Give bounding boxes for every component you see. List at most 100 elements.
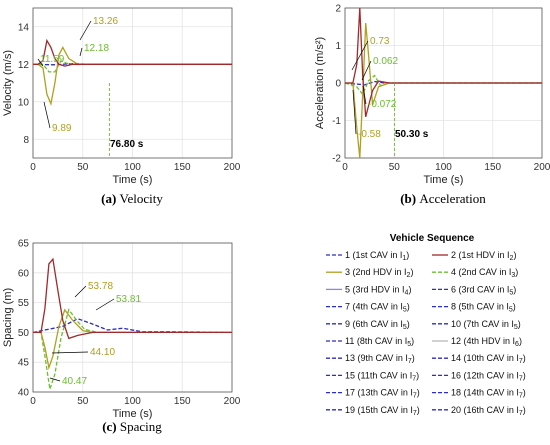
data-annotation: 50.30 s bbox=[395, 129, 429, 140]
legend-paren: ) bbox=[523, 388, 526, 398]
legend-subscript: 1 bbox=[402, 255, 406, 262]
annotation-arrow bbox=[361, 60, 372, 81]
legend-subscript: 7 bbox=[519, 375, 523, 382]
series-line bbox=[33, 257, 232, 340]
data-annotation: 13.26 bbox=[93, 16, 118, 27]
legend-entry: 10 (7th CAV in I5) bbox=[451, 319, 521, 331]
x-axis-label: Time (s) bbox=[113, 174, 153, 186]
legend-paren: ) bbox=[406, 250, 409, 260]
y-tick-label: -2 bbox=[332, 154, 341, 165]
legend-subscript: 4 bbox=[405, 289, 409, 296]
legend-paren: ) bbox=[417, 405, 420, 415]
x-tick-label: 50 bbox=[389, 162, 401, 173]
legend-title: Vehicle Sequence bbox=[390, 233, 475, 244]
series-line bbox=[33, 308, 232, 390]
x-tick-label: 150 bbox=[174, 396, 191, 407]
legend-label: 2 (1st HDV in I bbox=[451, 250, 510, 260]
legend-label: 17 (13th CAV in I bbox=[345, 388, 413, 398]
panel-caption: (b) Acceleration bbox=[400, 191, 486, 206]
legend-subscript: 5 bbox=[509, 289, 513, 296]
legend-subscript: 7 bbox=[413, 410, 417, 417]
caption-text: Acceleration bbox=[419, 191, 486, 206]
legend-entry: 12 (4th HDV in I6) bbox=[451, 336, 522, 348]
x-tick-label: 0 bbox=[30, 162, 36, 173]
x-tick-label: 200 bbox=[224, 396, 241, 407]
legend-subscript: 3 bbox=[511, 272, 515, 279]
legend-entry: 1 (1st CAV in I1) bbox=[345, 250, 409, 262]
annotation-arrow bbox=[95, 298, 115, 311]
x-tick-label: 50 bbox=[77, 396, 89, 407]
legend-entry: 17 (13th CAV in I7) bbox=[345, 388, 420, 400]
series-line bbox=[33, 38, 232, 67]
legend-paren: ) bbox=[411, 336, 414, 346]
legend-entry: 14 (10th CAV in I7) bbox=[451, 353, 526, 365]
legend-label: 18 (14th CAV in I bbox=[451, 388, 519, 398]
legend-label: 8 (5th CAV in I bbox=[451, 302, 509, 312]
x-tick-label: 200 bbox=[224, 162, 241, 173]
y-tick-label: 65 bbox=[18, 239, 30, 250]
legend-subscript: 5 bbox=[509, 307, 513, 314]
y-tick-label: 45 bbox=[18, 358, 30, 369]
x-axis-label: Time (s) bbox=[424, 174, 464, 186]
caption-text: Velocity bbox=[120, 191, 164, 206]
data-annotation: 0.062 bbox=[373, 56, 398, 67]
legend-label: 13 (9th CAV in I bbox=[345, 353, 408, 363]
legend-label: 11 (8th CAV in I bbox=[345, 336, 407, 346]
legend-label: 10 (7th CAV in I bbox=[451, 319, 514, 329]
y-tick-label: 2 bbox=[335, 4, 341, 15]
data-annotation: 40.47 bbox=[62, 376, 87, 387]
y-tick-label: 50 bbox=[18, 328, 30, 339]
data-annotation: 44.10 bbox=[90, 347, 115, 358]
annotation-arrow bbox=[49, 377, 61, 382]
legend-label: 1 (1st CAV in I bbox=[345, 250, 402, 260]
legend-paren: ) bbox=[407, 319, 410, 329]
legend-paren: ) bbox=[519, 336, 522, 346]
data-annotation: 9.89 bbox=[52, 123, 72, 134]
x-tick-label: 0 bbox=[30, 396, 36, 407]
plot-frame bbox=[32, 242, 233, 393]
annotation-arrow bbox=[351, 40, 369, 71]
data-annotation: 12.18 bbox=[84, 43, 109, 54]
legend-entry: 5 (3rd HDV in I4) bbox=[345, 284, 411, 296]
legend-subscript: 7 bbox=[412, 375, 416, 382]
legend-label: 4 (2nd CAV in I bbox=[451, 267, 511, 277]
legend-entry: 6 (3rd CAV in I5) bbox=[451, 284, 516, 296]
x-axis-label: Time (s) bbox=[113, 408, 153, 420]
legend-label: 6 (3rd CAV in I bbox=[451, 284, 509, 294]
x-tick-label: 100 bbox=[124, 162, 141, 173]
legend-subscript: 7 bbox=[519, 393, 523, 400]
y-tick-label: -1 bbox=[332, 116, 341, 127]
legend-label: 20 (16th CAV in I bbox=[451, 405, 519, 415]
annotation-arrow bbox=[51, 351, 89, 354]
legend-subscript: 7 bbox=[408, 358, 412, 365]
x-tick-label: 0 bbox=[342, 162, 348, 173]
caption-letter: (c) bbox=[102, 419, 120, 434]
legend-entry: 2 (1st HDV in I2) bbox=[451, 250, 516, 262]
legend-subscript: 2 bbox=[510, 255, 514, 262]
caption-text: Spacing bbox=[120, 419, 162, 434]
legend-paren: ) bbox=[416, 370, 419, 380]
legend-entry: 4 (2nd CAV in I3) bbox=[451, 267, 518, 279]
legend-entry: 16 (12th CAV in I7) bbox=[451, 370, 526, 382]
legend-subscript: 7 bbox=[519, 358, 523, 365]
y-tick-label: 0 bbox=[335, 79, 341, 90]
annotation-arrow bbox=[362, 85, 367, 105]
legend-paren: ) bbox=[412, 353, 415, 363]
y-tick-label: 40 bbox=[18, 388, 30, 399]
legend-subscript: 5 bbox=[407, 341, 411, 348]
legend-label: 7 (4th CAV in I bbox=[345, 302, 403, 312]
annotation-arrow bbox=[79, 47, 83, 57]
y-tick-label: 1 bbox=[335, 41, 341, 52]
data-annotation: 76.80 s bbox=[110, 139, 144, 150]
legend-subscript: 6 bbox=[515, 341, 519, 348]
series-line bbox=[345, 8, 542, 117]
x-tick-label: 150 bbox=[484, 162, 501, 173]
y-axis-label: Acceleration (m/s²) bbox=[314, 37, 326, 129]
legend-label: 3 (2nd HDV in I bbox=[345, 267, 407, 277]
legend: Vehicle Sequence 1 (1st CAV in I1) 2 (1st … bbox=[326, 233, 526, 417]
x-tick-label: 100 bbox=[435, 162, 452, 173]
annotation-arrow bbox=[79, 20, 92, 41]
legend-entry: 19 (15th CAV in I7) bbox=[345, 405, 420, 417]
legend-paren: ) bbox=[523, 370, 526, 380]
